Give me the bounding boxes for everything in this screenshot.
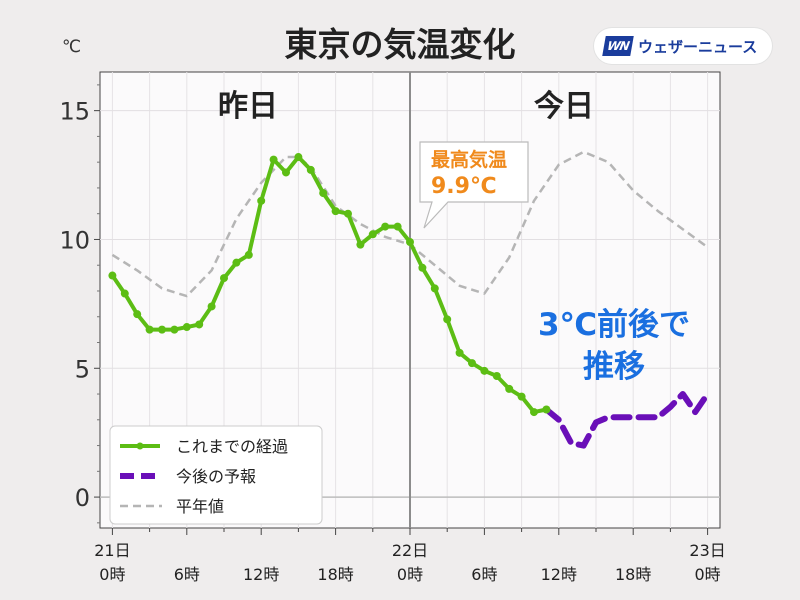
y-axis: 0 5 10 15: [59, 84, 100, 524]
observed-point: [207, 302, 216, 311]
y-tick-label: 0: [75, 484, 90, 512]
unit-label: ℃: [62, 37, 81, 57]
series-lines: [108, 150, 711, 449]
comment-line-1: 3℃前後で: [538, 307, 690, 343]
observed-point: [244, 250, 253, 259]
observed-point: [319, 189, 328, 198]
chart-title: 東京の気温変化: [285, 25, 516, 64]
observed-point: [344, 209, 352, 218]
forecast-series-line: [543, 391, 711, 449]
observed-point: [170, 325, 179, 334]
observed-point: [418, 263, 427, 272]
observed-point: [381, 222, 390, 231]
observed-point: [331, 207, 340, 216]
y-tick-label: 15: [59, 98, 90, 126]
observed-point: [468, 359, 476, 368]
observed-point: [443, 315, 452, 324]
x-tick-label-hour: 18時: [317, 565, 353, 584]
comment-line-2: 推移: [583, 349, 645, 385]
observed-point: [133, 310, 142, 319]
observed-point: [158, 325, 166, 334]
peak-annotation: 最高気温 9.9℃: [419, 141, 529, 229]
observed-point: [430, 284, 439, 293]
y-tick-label: 10: [59, 226, 90, 254]
legend-observed-marker: [136, 442, 144, 450]
observed-point: [492, 372, 501, 380]
x-tick-label-hour: 12時: [541, 565, 577, 584]
x-tick-label-hour: 0時: [695, 565, 721, 584]
legend-box: [109, 425, 323, 525]
peak-value: 9.9℃: [431, 174, 497, 199]
x-tick-label-hour: 6時: [471, 565, 497, 584]
x-tick-label-hour: 6時: [174, 565, 200, 584]
observed-point: [294, 153, 303, 162]
x-tick-label-day: 22日: [392, 541, 428, 560]
observed-point: [517, 392, 526, 401]
observed-point: [505, 384, 514, 393]
observed-point: [269, 155, 278, 164]
x-tick-label-hour: 0時: [99, 565, 125, 584]
weathernews-logo: WN ウェザーニュース: [594, 28, 772, 64]
observed-point: [542, 405, 551, 414]
observed-point: [195, 320, 204, 329]
observed-point: [282, 168, 290, 177]
observed-point: [393, 222, 402, 231]
observed-point: [232, 258, 241, 267]
observed-point: [145, 325, 154, 334]
legend-forecast-label: 今後の予報: [176, 467, 256, 486]
x-axis: 21日 0時 6時 12時 18時 22日 0時 6時 12時 18時 23日 0時: [94, 528, 726, 584]
y-tick-label: 5: [75, 355, 90, 383]
observed-point: [530, 408, 538, 417]
today-label: 今日: [534, 89, 594, 124]
x-tick-label-day: 23日: [689, 541, 725, 560]
observed-point: [182, 323, 191, 332]
yesterday-label: 昨日: [218, 89, 278, 124]
observed-point: [406, 238, 414, 247]
x-tick-label-hour: 12時: [243, 565, 279, 584]
x-tick-label-day: 21日: [94, 541, 130, 560]
logo-text: ウェザーニュース: [638, 37, 758, 56]
legend-observed-label: これまでの経過: [176, 437, 288, 456]
peak-title: 最高気温: [431, 148, 507, 171]
wn-logo-icon: WN: [602, 36, 634, 56]
observed-point: [108, 271, 117, 280]
observed-point: [455, 348, 464, 357]
x-tick-label-hour: 0時: [397, 565, 423, 584]
peak-callout-box: [419, 141, 529, 229]
observed-point: [306, 165, 315, 174]
observed-point: [120, 289, 129, 298]
legend-normal-label: 平年値: [176, 497, 224, 516]
legend: これまでの経過 今後の予報 平年値: [109, 425, 323, 525]
observed-point: [257, 196, 266, 205]
x-tick-label-hour: 18時: [615, 565, 651, 584]
observed-point: [356, 240, 365, 249]
observed-point: [220, 274, 228, 283]
observed-point: [480, 366, 489, 375]
observed-point: [368, 230, 377, 239]
